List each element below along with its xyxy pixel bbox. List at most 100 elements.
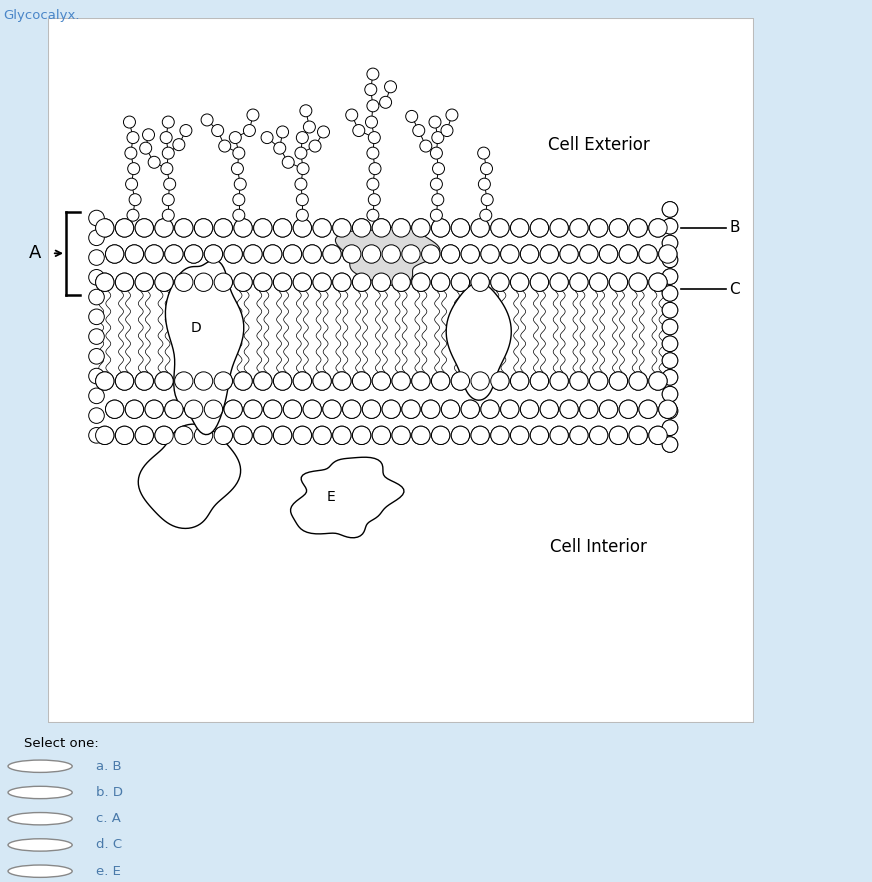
Circle shape — [530, 219, 548, 237]
Circle shape — [263, 400, 282, 418]
Circle shape — [89, 388, 105, 404]
Circle shape — [662, 336, 678, 352]
Text: Cell Interior: Cell Interior — [550, 538, 647, 556]
Circle shape — [362, 400, 381, 418]
Circle shape — [433, 162, 445, 175]
Circle shape — [185, 245, 203, 263]
Circle shape — [392, 426, 411, 445]
Circle shape — [155, 273, 174, 291]
Circle shape — [140, 142, 152, 154]
Circle shape — [432, 426, 450, 445]
Circle shape — [124, 116, 135, 128]
Circle shape — [352, 426, 371, 445]
Circle shape — [367, 209, 379, 221]
Circle shape — [530, 219, 548, 237]
Circle shape — [431, 209, 442, 221]
Circle shape — [274, 426, 292, 445]
Circle shape — [185, 400, 203, 418]
Circle shape — [135, 273, 153, 291]
Circle shape — [164, 178, 175, 191]
Circle shape — [165, 400, 183, 418]
Circle shape — [662, 235, 678, 250]
Circle shape — [432, 194, 444, 206]
Circle shape — [234, 219, 252, 237]
Circle shape — [254, 372, 272, 390]
Circle shape — [293, 372, 311, 390]
Circle shape — [293, 219, 311, 237]
Circle shape — [372, 219, 391, 237]
Circle shape — [412, 426, 430, 445]
Circle shape — [451, 273, 469, 291]
Circle shape — [261, 131, 273, 144]
Circle shape — [333, 372, 351, 390]
Circle shape — [610, 372, 628, 390]
Circle shape — [589, 219, 608, 237]
Circle shape — [405, 110, 418, 123]
Circle shape — [215, 219, 233, 237]
Circle shape — [510, 372, 528, 390]
Circle shape — [283, 156, 294, 168]
Circle shape — [234, 219, 252, 237]
Circle shape — [155, 273, 174, 291]
Circle shape — [293, 372, 311, 390]
Circle shape — [441, 400, 460, 418]
Circle shape — [662, 370, 678, 385]
Circle shape — [629, 273, 647, 291]
Circle shape — [115, 273, 133, 291]
Circle shape — [639, 400, 657, 418]
Circle shape — [365, 116, 378, 128]
Circle shape — [658, 245, 677, 263]
Circle shape — [662, 269, 678, 284]
Text: Cell Exterior: Cell Exterior — [548, 136, 650, 153]
Circle shape — [658, 400, 677, 418]
Circle shape — [510, 219, 528, 237]
Circle shape — [295, 147, 307, 159]
Circle shape — [323, 400, 341, 418]
Circle shape — [589, 372, 608, 390]
Circle shape — [431, 147, 442, 159]
Circle shape — [333, 219, 351, 237]
Circle shape — [402, 400, 420, 418]
Circle shape — [491, 219, 509, 237]
Circle shape — [521, 245, 539, 263]
Circle shape — [530, 372, 548, 390]
Circle shape — [412, 219, 430, 237]
Circle shape — [115, 219, 133, 237]
Circle shape — [254, 273, 272, 291]
Circle shape — [372, 426, 391, 445]
Circle shape — [343, 400, 361, 418]
Circle shape — [254, 372, 272, 390]
Circle shape — [461, 245, 480, 263]
Circle shape — [540, 400, 558, 418]
Circle shape — [352, 426, 371, 445]
Circle shape — [530, 273, 548, 291]
Circle shape — [580, 245, 598, 263]
Text: d. C: d. C — [96, 839, 122, 851]
Circle shape — [296, 194, 309, 206]
Text: E: E — [326, 490, 335, 505]
Circle shape — [392, 273, 411, 291]
Circle shape — [89, 369, 105, 384]
Circle shape — [96, 372, 114, 390]
Circle shape — [510, 273, 528, 291]
Circle shape — [491, 273, 509, 291]
Circle shape — [451, 219, 469, 237]
Circle shape — [333, 426, 351, 445]
Circle shape — [451, 372, 469, 390]
Circle shape — [313, 219, 331, 237]
Circle shape — [610, 273, 628, 291]
Circle shape — [589, 372, 608, 390]
Circle shape — [367, 147, 379, 159]
Circle shape — [610, 219, 628, 237]
Circle shape — [155, 219, 174, 237]
Circle shape — [451, 426, 469, 445]
Circle shape — [254, 426, 272, 445]
Circle shape — [491, 426, 509, 445]
Circle shape — [662, 219, 678, 234]
Circle shape — [96, 426, 114, 445]
Circle shape — [491, 219, 509, 237]
Circle shape — [599, 245, 617, 263]
Circle shape — [155, 372, 174, 390]
Circle shape — [323, 400, 341, 418]
Circle shape — [283, 400, 302, 418]
